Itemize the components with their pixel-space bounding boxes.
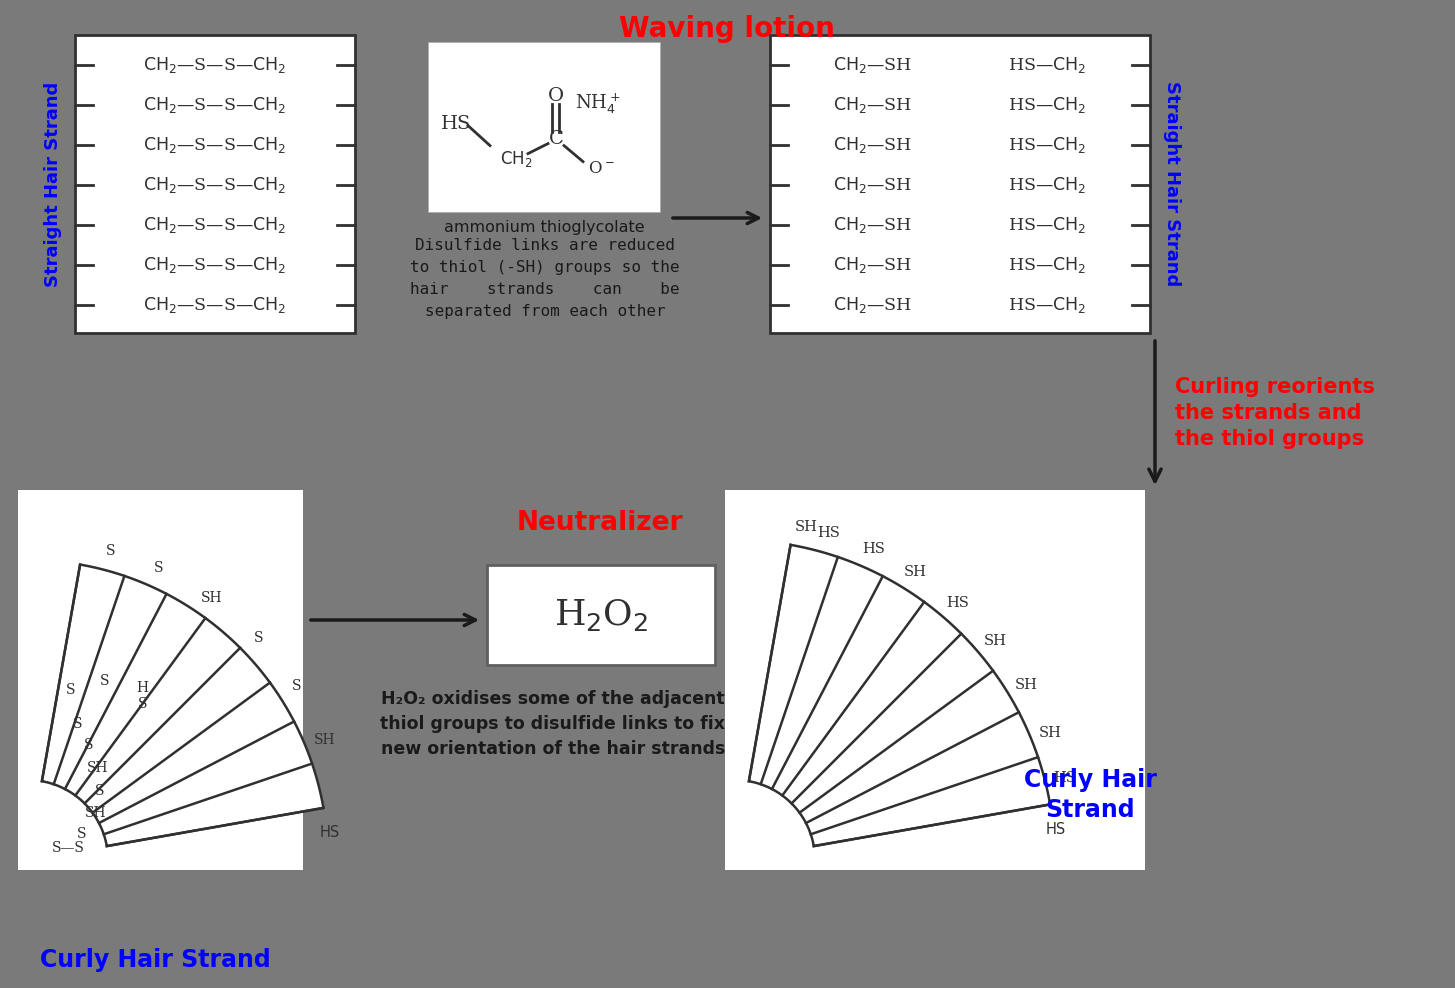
Text: H₂O₂ oxidises some of the adjacent: H₂O₂ oxidises some of the adjacent [381,690,725,708]
Text: $\mathrm{CH_2}$—S—S—$\mathrm{CH_2}$: $\mathrm{CH_2}$—S—S—$\mathrm{CH_2}$ [143,215,287,235]
Text: S: S [65,683,76,698]
Text: O$^-$: O$^-$ [588,160,614,177]
Text: S—S: S—S [52,841,84,855]
Text: HS—$\mathrm{CH_2}$: HS—$\mathrm{CH_2}$ [1008,255,1087,275]
Text: $\mathrm{CH_2}$—SH: $\mathrm{CH_2}$—SH [834,175,912,195]
Text: S: S [95,783,105,797]
Text: Straight Hair Strand: Straight Hair Strand [1163,81,1181,287]
Text: NH$_4^+$: NH$_4^+$ [575,92,621,116]
Text: $\mathrm{CH_2}$—S—S—$\mathrm{CH_2}$: $\mathrm{CH_2}$—S—S—$\mathrm{CH_2}$ [143,55,287,75]
Text: SH: SH [794,521,818,535]
Text: $\mathrm{CH_2}$—SH: $\mathrm{CH_2}$—SH [834,135,912,155]
Text: Curly Hair
Strand: Curly Hair Strand [1023,768,1157,822]
Text: $\mathrm{CH_2}$—S—S—$\mathrm{CH_2}$: $\mathrm{CH_2}$—S—S—$\mathrm{CH_2}$ [143,255,287,275]
Text: SH: SH [904,565,927,579]
Text: O: O [549,87,565,105]
Text: S: S [99,674,109,688]
Text: SH: SH [1039,725,1062,740]
Text: $\mathrm{CH_2}$—SH: $\mathrm{CH_2}$—SH [834,295,912,315]
Text: HS—$\mathrm{CH_2}$: HS—$\mathrm{CH_2}$ [1008,55,1087,75]
Text: Neutralizer: Neutralizer [517,510,684,536]
Text: HS: HS [441,115,471,132]
Text: $\mathrm{CH_2}$—S—S—$\mathrm{CH_2}$: $\mathrm{CH_2}$—S—S—$\mathrm{CH_2}$ [143,95,287,115]
Text: S: S [73,716,83,731]
Text: $\mathrm{CH_2}$—SH: $\mathrm{CH_2}$—SH [834,255,912,275]
Text: $\mathrm{CH_2}$—S—S—$\mathrm{CH_2}$: $\mathrm{CH_2}$—S—S—$\mathrm{CH_2}$ [143,135,287,155]
Text: S: S [84,738,93,752]
Text: S: S [253,630,263,645]
Text: $\mathrm{CH_2}$—SH: $\mathrm{CH_2}$—SH [834,95,912,115]
Text: $\mathrm{CH_2}$—SH: $\mathrm{CH_2}$—SH [834,215,912,235]
Text: separated from each other: separated from each other [425,304,665,319]
Text: HS—$\mathrm{CH_2}$: HS—$\mathrm{CH_2}$ [1008,215,1087,235]
Text: Waving lotion: Waving lotion [618,15,835,43]
Text: $\mathrm{CH_2}$—S—S—$\mathrm{CH_2}$: $\mathrm{CH_2}$—S—S—$\mathrm{CH_2}$ [143,175,287,195]
Text: H
S: H S [137,681,148,711]
Text: HS: HS [319,825,339,840]
Text: Curly Hair Strand: Curly Hair Strand [39,948,271,972]
Text: HS: HS [947,597,969,611]
Text: Straight Hair Strand: Straight Hair Strand [44,81,63,287]
Text: ammonium thioglycolate: ammonium thioglycolate [444,220,645,235]
Text: H$_2$O$_2$: H$_2$O$_2$ [554,597,649,633]
Bar [487,565,714,665]
Polygon shape [749,544,1051,846]
Text: HS: HS [1046,822,1067,837]
Text: SH: SH [201,591,223,605]
Text: HS—$\mathrm{CH_2}$: HS—$\mathrm{CH_2}$ [1008,175,1087,195]
Bar [725,490,1145,870]
Text: SH: SH [84,806,106,820]
Text: HS: HS [861,542,885,556]
Polygon shape [42,564,323,846]
Text: SH: SH [314,733,336,747]
Text: SH: SH [984,634,1007,648]
Text: S: S [291,679,301,693]
Text: S: S [77,827,87,841]
Text: to thiol (-SH) groups so the: to thiol (-SH) groups so the [410,260,679,275]
Text: HS: HS [818,527,840,540]
Text: HS: HS [1053,771,1077,784]
Text: SH: SH [1016,678,1037,692]
Text: $\mathrm{CH_2}$: $\mathrm{CH_2}$ [501,148,533,169]
Text: hair    strands    can    be: hair strands can be [410,282,679,297]
Text: Curling reorients
the strands and
the thiol groups: Curling reorients the strands and the th… [1176,376,1375,450]
Text: HS—$\mathrm{CH_2}$: HS—$\mathrm{CH_2}$ [1008,95,1087,115]
Text: $\mathrm{CH_2}$—S—S—$\mathrm{CH_2}$: $\mathrm{CH_2}$—S—S—$\mathrm{CH_2}$ [143,295,287,315]
Text: $\mathrm{CH_2}$—SH: $\mathrm{CH_2}$—SH [834,55,912,75]
Bar [428,42,661,212]
Text: thiol groups to disulfide links to fix: thiol groups to disulfide links to fix [381,715,726,733]
Text: S: S [106,544,115,558]
Text: new orientation of the hair strands: new orientation of the hair strands [381,740,725,758]
Text: S: S [153,560,163,575]
Text: HS—$\mathrm{CH_2}$: HS—$\mathrm{CH_2}$ [1008,135,1087,155]
Text: HS—$\mathrm{CH_2}$: HS—$\mathrm{CH_2}$ [1008,295,1087,315]
Text: Disulfide links are reduced: Disulfide links are reduced [415,238,675,253]
Bar [76,35,355,333]
Text: C: C [549,129,563,147]
Bar [770,35,1149,333]
Bar [17,490,303,870]
Text: SH: SH [86,761,108,776]
